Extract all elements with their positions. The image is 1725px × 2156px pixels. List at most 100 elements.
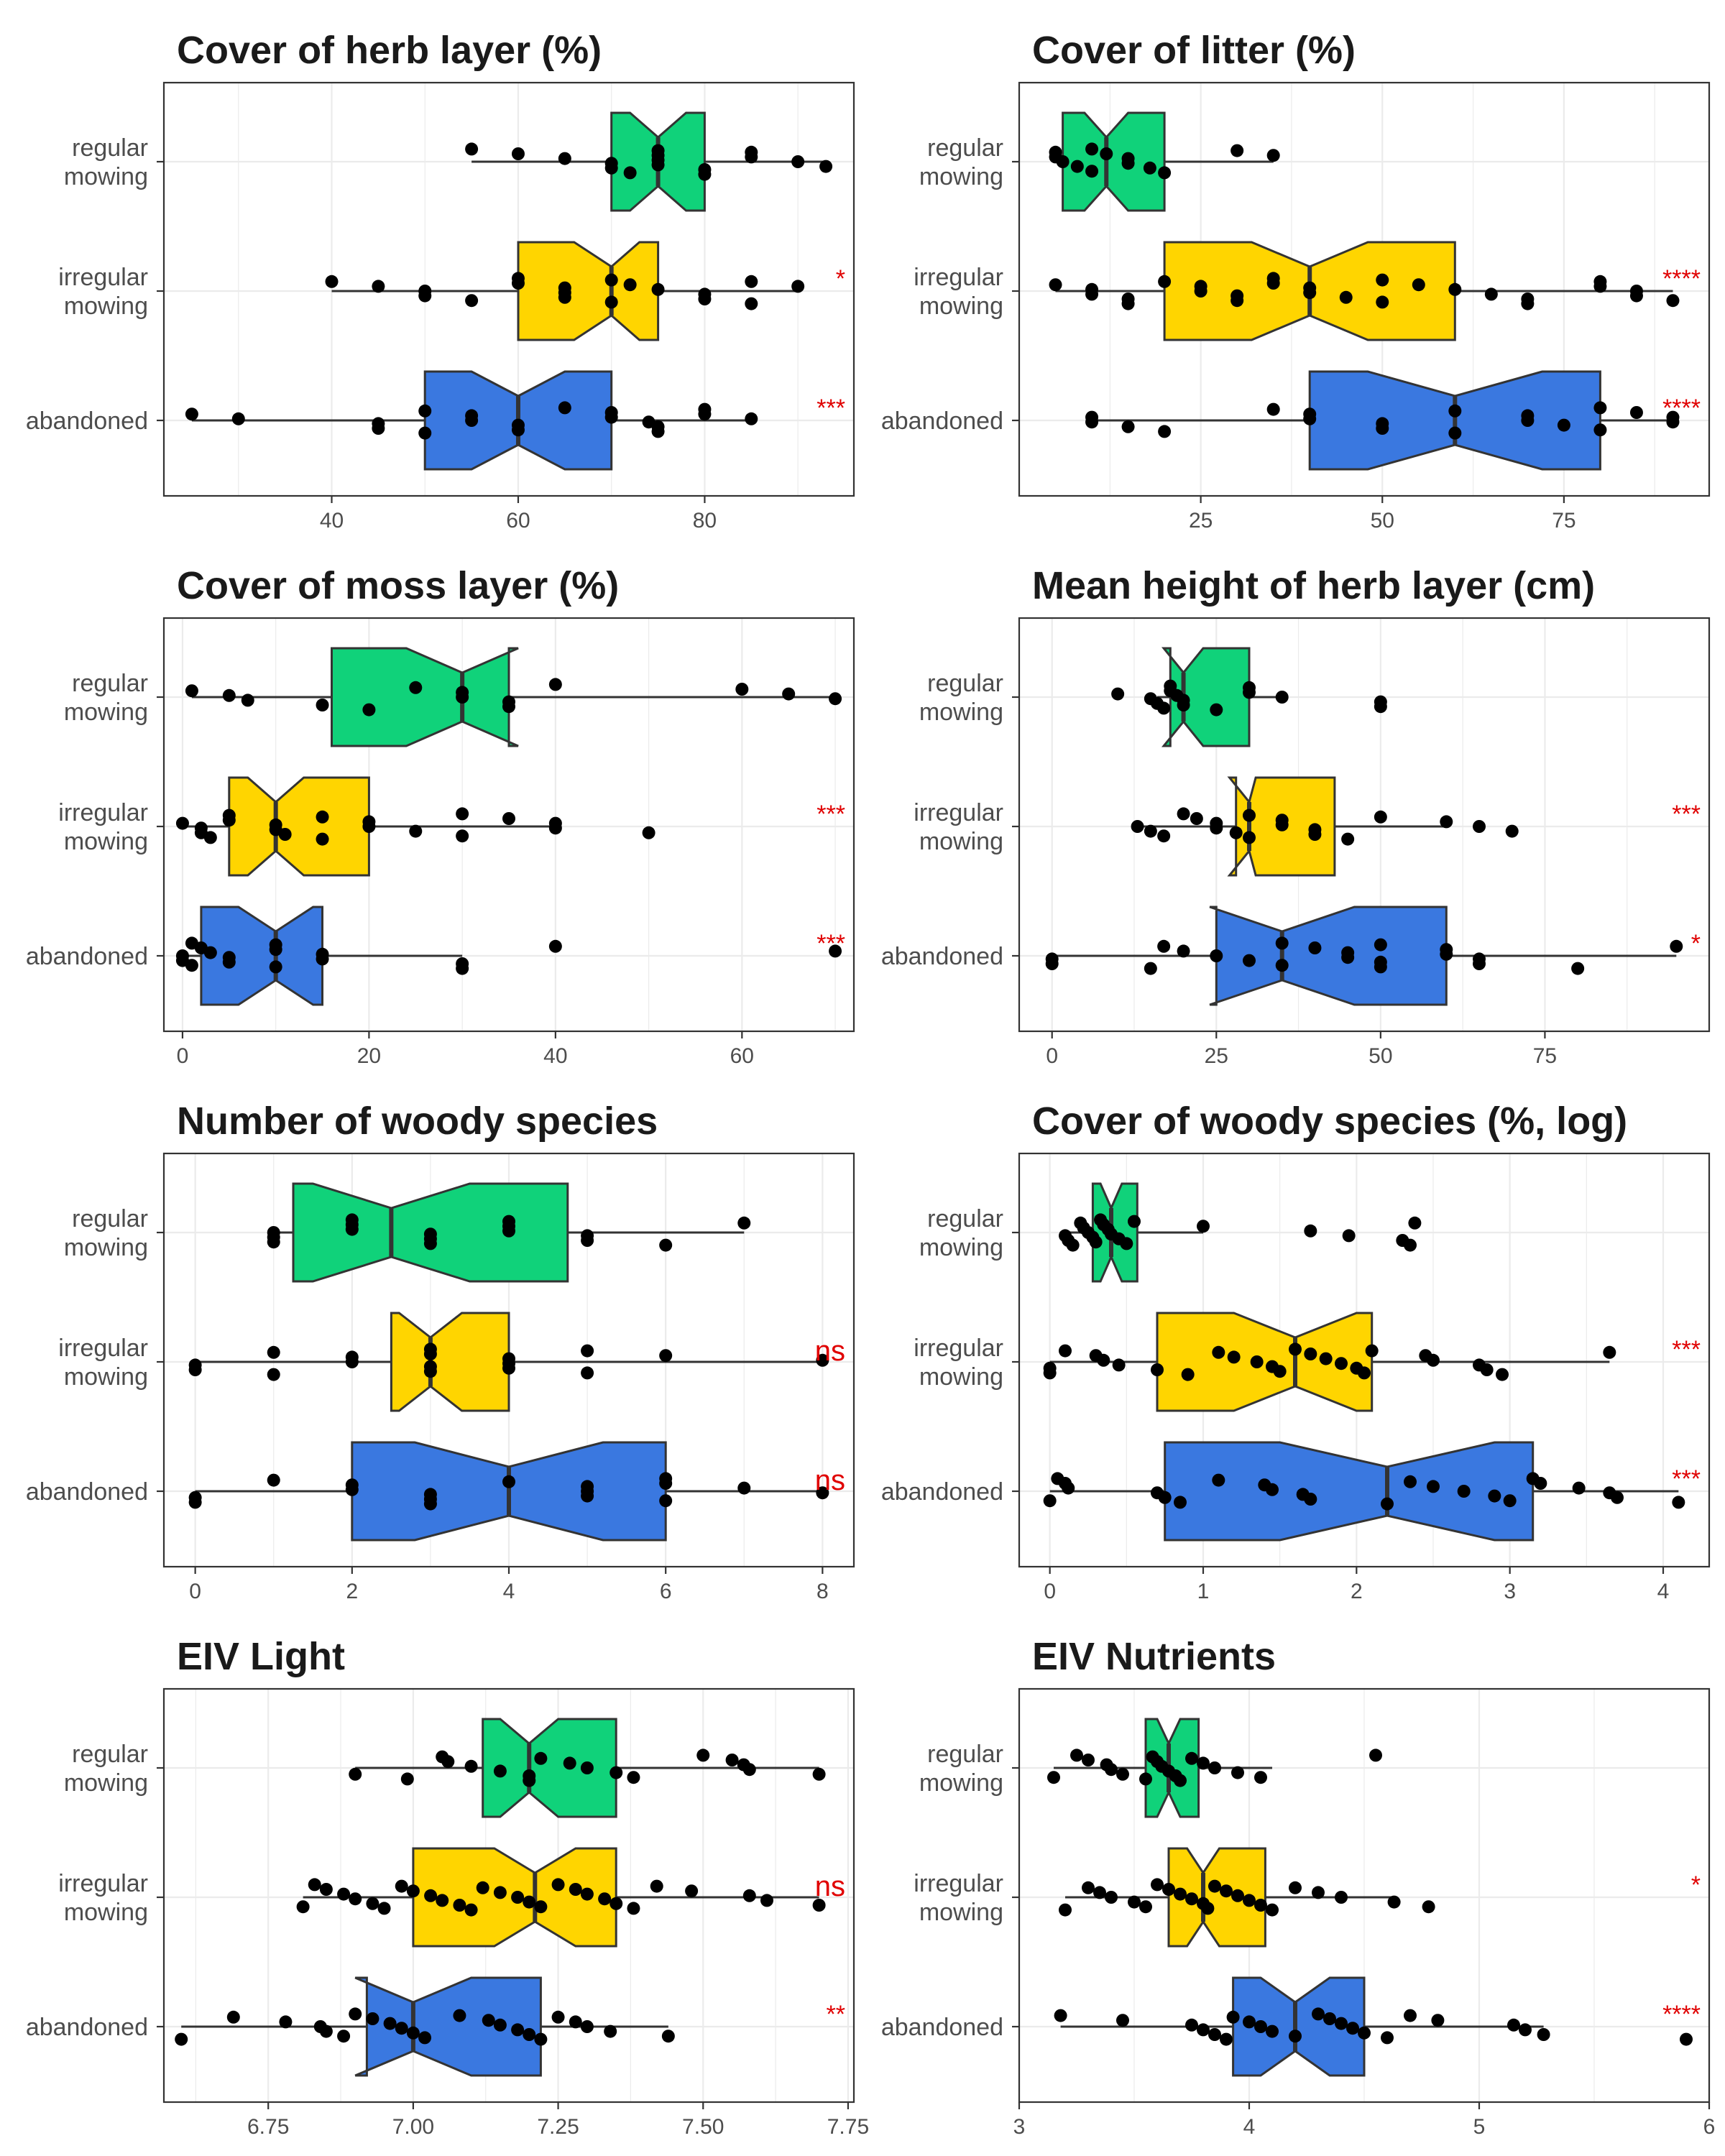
data-point	[1440, 947, 1453, 961]
data-point	[345, 1355, 359, 1368]
data-point	[1085, 415, 1099, 429]
data-point	[737, 1216, 751, 1230]
data-point	[1448, 282, 1462, 296]
data-point	[1457, 1485, 1471, 1498]
data-point	[1100, 147, 1113, 160]
boxplot-regular-mowing	[1111, 647, 1387, 747]
data-point	[1185, 1751, 1198, 1765]
data-point	[812, 1767, 826, 1781]
notched-box	[228, 776, 370, 877]
data-point	[1341, 832, 1355, 846]
data-point	[362, 703, 376, 717]
data-point	[1537, 2028, 1550, 2041]
data-point	[548, 821, 562, 835]
data-point	[409, 824, 423, 838]
data-point	[696, 1749, 710, 1762]
category-label-regular-mowing: regular mowing	[64, 1741, 148, 1797]
data-point	[1672, 1496, 1685, 1509]
data-point	[316, 832, 329, 846]
data-point	[325, 275, 339, 288]
chart-panel-4: Mean height of herb layer (cm)****regula…	[881, 564, 1711, 1068]
data-point	[659, 1477, 673, 1490]
panel-title: EIV Light	[177, 1635, 345, 1678]
data-point	[1112, 1358, 1126, 1372]
data-point	[185, 407, 198, 421]
data-point	[453, 1899, 466, 1912]
data-point	[1070, 160, 1084, 173]
data-point	[604, 295, 618, 309]
data-point	[563, 1756, 576, 1770]
category-label-irregular-mowing: irregular mowing	[914, 1870, 1003, 1926]
x-tick-label: 0	[1044, 1580, 1056, 1603]
data-point	[745, 297, 758, 310]
data-point	[1158, 425, 1172, 438]
data-point	[279, 2015, 293, 2029]
data-point	[651, 425, 665, 438]
x-tick-label: 60	[730, 1044, 754, 1068]
notched-box	[331, 647, 519, 747]
data-point	[231, 412, 245, 425]
chart-panel-2: Cover of litter (%) **** **** regular mowing…	[881, 29, 1711, 533]
data-point	[1059, 1344, 1072, 1358]
data-point	[1484, 287, 1498, 301]
data-point	[1082, 1754, 1095, 1766]
data-point	[1144, 824, 1157, 838]
significance-label-abandoned: ***	[1672, 1465, 1701, 1493]
data-point	[1404, 1475, 1417, 1488]
data-point	[604, 273, 618, 287]
data-point	[1049, 278, 1062, 292]
category-label-irregular-mowing: irregular mowing	[914, 264, 1003, 320]
data-point	[1519, 2023, 1532, 2037]
data-point	[349, 1767, 362, 1781]
data-point	[610, 1766, 623, 1779]
panel-border	[1018, 617, 1711, 1033]
data-point	[372, 280, 385, 293]
boxplot-abandoned	[188, 1441, 829, 1542]
data-point	[502, 700, 515, 714]
significance-label-irregular-mowing: ***	[1672, 801, 1701, 828]
data-point	[1210, 703, 1223, 717]
x-tick-label: 3	[1504, 1580, 1516, 1603]
category-label-abandoned: abandoned	[881, 1478, 1003, 1506]
data-point	[627, 1902, 640, 1915]
data-point	[1448, 404, 1462, 418]
data-point	[791, 280, 805, 293]
data-point	[642, 826, 656, 839]
data-point	[502, 1361, 515, 1375]
boxplot-irregular-mowing	[1131, 776, 1519, 877]
data-point	[1521, 414, 1535, 427]
data-point	[222, 814, 236, 827]
boxplot-regular-mowing	[185, 647, 842, 747]
data-point	[627, 1771, 640, 1784]
data-point	[1374, 810, 1387, 824]
data-point	[819, 160, 833, 173]
data-point	[1670, 939, 1683, 953]
data-point	[1303, 412, 1317, 425]
data-point	[1231, 1766, 1244, 1779]
data-point	[829, 692, 842, 706]
data-point	[1197, 1756, 1210, 1770]
data-point	[424, 1889, 438, 1902]
category-label-abandoned: abandoned	[26, 407, 148, 435]
data-point	[812, 1899, 826, 1912]
data-point	[548, 939, 562, 953]
data-point	[1162, 1883, 1175, 1896]
x-tick-label: 60	[506, 509, 530, 533]
data-point	[604, 410, 618, 424]
boxplot-irregular-mowing	[175, 776, 656, 877]
data-point	[1611, 1491, 1624, 1504]
significance-label-irregular-mowing: ns	[815, 1335, 845, 1367]
data-point	[523, 1774, 536, 1787]
data-point	[1210, 821, 1223, 835]
data-point	[698, 407, 712, 421]
x-tick-label: 50	[1371, 509, 1394, 533]
x-tick-label: 8	[816, 1580, 829, 1603]
boxplot-irregular-mowing	[296, 1847, 826, 1948]
data-point	[1319, 1352, 1333, 1365]
x-tick-label: 25	[1189, 509, 1213, 533]
data-point	[1376, 273, 1389, 287]
data-point	[1243, 831, 1256, 844]
data-point	[1139, 1772, 1152, 1786]
data-point	[1289, 1342, 1302, 1356]
data-point	[316, 810, 329, 824]
